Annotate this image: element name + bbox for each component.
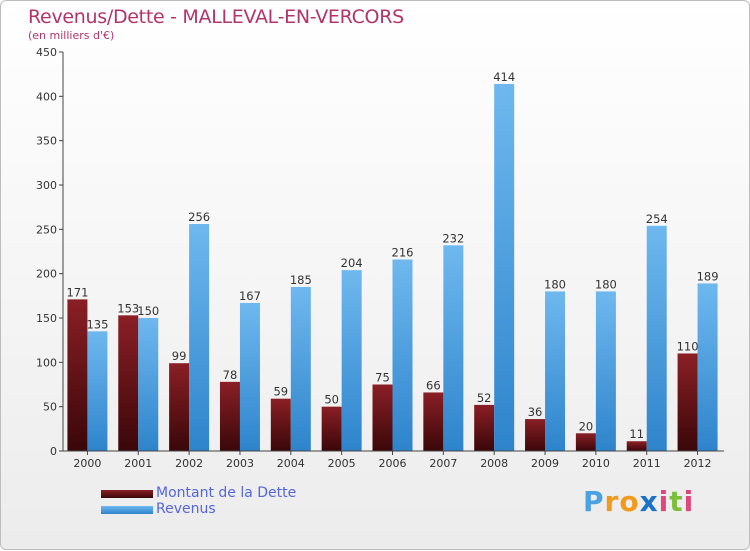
bar-debt bbox=[321, 406, 342, 451]
x-tick-label: 2011 bbox=[633, 457, 661, 470]
y-tick-label: 450 bbox=[36, 46, 57, 59]
logo-letter: P bbox=[583, 485, 605, 518]
data-label-debt: 52 bbox=[477, 391, 492, 405]
x-tick-label: 2008 bbox=[480, 457, 508, 470]
bar-debt bbox=[575, 433, 596, 451]
bar-revenue bbox=[595, 291, 616, 451]
x-tick-label: 2003 bbox=[226, 457, 254, 470]
y-tick-label: 250 bbox=[36, 223, 57, 236]
x-tick-label: 2005 bbox=[328, 457, 356, 470]
data-label-debt: 99 bbox=[172, 349, 187, 363]
logo-letter: t bbox=[669, 485, 684, 518]
logo-letter: r bbox=[604, 485, 620, 518]
x-tick-label: 2007 bbox=[429, 457, 457, 470]
data-label-debt: 171 bbox=[66, 285, 88, 299]
data-label-debt: 20 bbox=[579, 419, 594, 433]
y-tick-label: 300 bbox=[36, 179, 57, 192]
bar-debt bbox=[118, 315, 139, 451]
y-tick-label: 0 bbox=[50, 445, 57, 458]
bar-debt bbox=[474, 404, 495, 451]
bar-debt bbox=[423, 392, 444, 451]
legend-label-debt: Montant de la Dette bbox=[156, 485, 297, 501]
x-tick-label: 2000 bbox=[73, 457, 101, 470]
data-label-debt: 11 bbox=[629, 427, 644, 441]
data-label-revenue: 180 bbox=[544, 277, 566, 291]
x-tick-label: 2006 bbox=[379, 457, 407, 470]
data-label-revenue: 185 bbox=[290, 273, 312, 287]
y-axis: 0 50 100 150 200 250 300 350 400 450 bbox=[36, 46, 64, 458]
bar-debt bbox=[677, 353, 698, 451]
bar-revenue bbox=[290, 286, 311, 451]
bar-revenue bbox=[697, 283, 718, 451]
data-label-debt: 66 bbox=[426, 378, 441, 392]
data-label-revenue: 135 bbox=[86, 317, 108, 331]
x-tick-label: 2004 bbox=[277, 457, 305, 470]
bar-revenue bbox=[392, 259, 413, 451]
bar-revenue bbox=[239, 302, 260, 451]
x-tick-label: 2010 bbox=[582, 457, 610, 470]
legend-label-revenue: Revenus bbox=[156, 501, 216, 517]
x-tick-label: 2009 bbox=[531, 457, 559, 470]
data-label-revenue: 256 bbox=[188, 210, 210, 224]
data-label-revenue: 216 bbox=[392, 245, 414, 259]
chart-subtitle: (en milliers d'€) bbox=[28, 29, 115, 42]
bar-revenue bbox=[189, 224, 210, 451]
legend-swatch-revenue bbox=[101, 506, 153, 514]
bar-revenue bbox=[646, 225, 667, 451]
bar-revenue bbox=[87, 331, 108, 451]
proxiti-logo: Proxiti bbox=[583, 485, 694, 518]
x-tick-label: 2001 bbox=[124, 457, 152, 470]
logo-letter: i bbox=[683, 485, 695, 518]
data-label-debt: 78 bbox=[223, 368, 238, 382]
x-axis: 2000 2001 2002 2003 2004 2005 2006 2007 2008 2009… bbox=[63, 450, 724, 470]
y-tick-label: 150 bbox=[36, 312, 57, 325]
legend-swatch-debt bbox=[101, 490, 153, 498]
logo-letter: x bbox=[639, 485, 659, 518]
y-tick-label: 100 bbox=[36, 356, 57, 369]
data-label-debt: 153 bbox=[117, 301, 139, 315]
y-tick-label: 400 bbox=[36, 90, 57, 103]
x-tick-label: 2002 bbox=[175, 457, 203, 470]
bar-debt bbox=[372, 384, 393, 451]
data-label-debt: 50 bbox=[324, 393, 339, 407]
data-label-revenue: 180 bbox=[595, 277, 617, 291]
data-label-debt: 110 bbox=[677, 339, 699, 353]
y-tick-label: 200 bbox=[36, 268, 57, 281]
data-label-revenue: 167 bbox=[239, 289, 261, 303]
bar-revenue bbox=[545, 291, 566, 451]
logo-letter: i bbox=[658, 485, 670, 518]
bar-debt bbox=[219, 381, 240, 451]
bar-debt bbox=[626, 441, 647, 451]
data-label-debt: 59 bbox=[273, 385, 288, 399]
data-label-debt: 36 bbox=[528, 405, 543, 419]
bar-debt bbox=[270, 398, 291, 451]
chart-title: Revenus/Dette - MALLEVAL-EN-VERCORS bbox=[28, 6, 404, 28]
bar-revenue bbox=[138, 318, 159, 451]
bar-revenue bbox=[494, 83, 515, 452]
data-label-revenue: 204 bbox=[341, 256, 363, 270]
y-tick-label: 350 bbox=[36, 135, 57, 148]
x-tick-label: 2012 bbox=[684, 457, 712, 470]
bar-revenue bbox=[341, 270, 362, 451]
bar-debt bbox=[67, 299, 88, 451]
data-label-debt: 75 bbox=[375, 371, 390, 385]
data-label-revenue: 414 bbox=[493, 70, 515, 84]
bar-debt bbox=[169, 363, 190, 451]
data-label-revenue: 189 bbox=[697, 269, 719, 283]
y-tick-label: 50 bbox=[43, 401, 57, 414]
data-label-revenue: 150 bbox=[137, 304, 159, 318]
data-label-revenue: 232 bbox=[442, 231, 464, 245]
bar-revenue bbox=[443, 245, 464, 451]
data-label-revenue: 254 bbox=[646, 212, 668, 226]
bar-debt bbox=[525, 419, 546, 451]
logo-letter: o bbox=[619, 485, 640, 518]
